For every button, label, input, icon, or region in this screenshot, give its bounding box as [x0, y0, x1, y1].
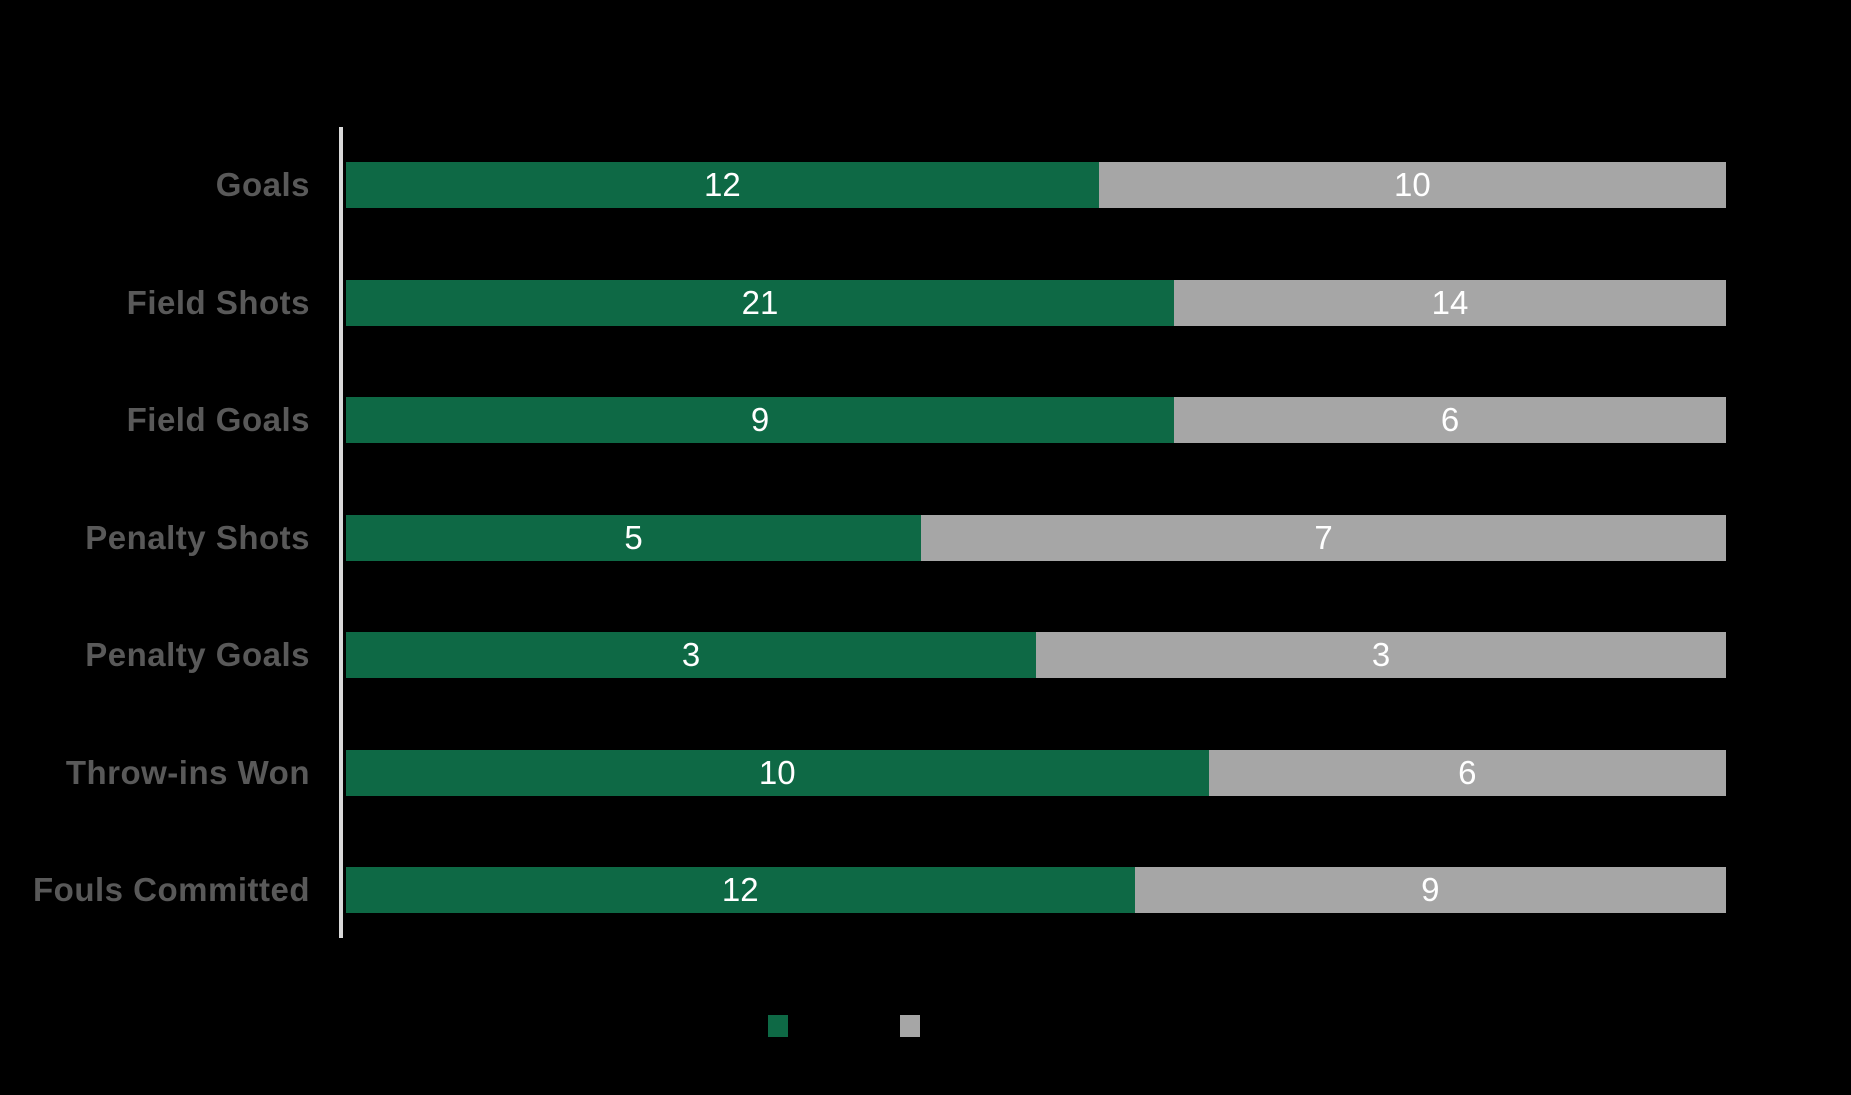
legend-item-green[interactable] — [768, 1015, 798, 1037]
legend — [0, 1015, 1851, 1037]
value-label: 3 — [1371, 636, 1391, 673]
value-label: 3 — [681, 636, 701, 673]
category-label: Goals — [215, 166, 310, 203]
category-label: Field Goals — [126, 401, 310, 438]
chart-row: Field Goals 9 6 — [0, 397, 1851, 443]
bar-segment-gray[interactable]: 9 — [1134, 867, 1726, 913]
chart-row: Penalty Shots 5 7 — [0, 514, 1851, 561]
chart-row: Field Shots 21 14 — [0, 279, 1851, 326]
chart-row: Fouls Committed 12 9 — [0, 867, 1851, 913]
chart-row: Goals 12 10 — [0, 162, 1851, 208]
value-label: 7 — [1314, 518, 1333, 556]
bar-segment-gray[interactable]: 6 — [1174, 397, 1726, 443]
value-label: 6 — [1440, 401, 1460, 438]
bar-segment-gray[interactable]: 7 — [921, 514, 1726, 561]
bar-segment-gray[interactable]: 6 — [1208, 749, 1726, 796]
value-label: 6 — [1458, 753, 1477, 791]
bar-segment-green[interactable]: 9 — [346, 397, 1174, 443]
value-label: 10 — [758, 753, 796, 791]
bar-segment-green[interactable]: 21 — [346, 279, 1174, 326]
bar-segment-green[interactable]: 12 — [346, 162, 1099, 208]
category-label: Penalty Goals — [85, 636, 310, 673]
bar: 10 6 — [346, 749, 1726, 796]
value-label: 9 — [750, 401, 770, 438]
legend-swatch-green-icon — [768, 1015, 788, 1037]
category-label: Field Shots — [126, 283, 310, 321]
value-label: 9 — [1421, 871, 1440, 908]
bar-segment-gray[interactable]: 14 — [1174, 279, 1726, 326]
value-label: 12 — [704, 166, 741, 203]
bar-segment-gray[interactable]: 3 — [1036, 632, 1726, 678]
category-label: Throw-ins Won — [65, 753, 310, 791]
chart-row: Penalty Goals 3 3 — [0, 632, 1851, 678]
legend-swatch-gray-icon — [900, 1015, 920, 1037]
bar: 12 10 — [346, 162, 1726, 208]
bar-segment-green[interactable]: 5 — [346, 514, 921, 561]
bar-segment-green[interactable]: 12 — [346, 867, 1135, 913]
legend-item-gray[interactable] — [900, 1015, 930, 1037]
bar-segment-gray[interactable]: 10 — [1098, 162, 1726, 208]
chart-row: Throw-ins Won 10 6 — [0, 749, 1851, 796]
value-label: 14 — [1431, 283, 1469, 321]
value-label: 12 — [721, 871, 759, 908]
bar-segment-green[interactable]: 10 — [346, 749, 1209, 796]
bar: 12 9 — [346, 867, 1726, 913]
value-label: 5 — [624, 518, 643, 556]
value-label: 21 — [741, 283, 779, 321]
value-label: 10 — [1393, 166, 1431, 203]
category-label: Fouls Committed — [33, 871, 310, 908]
category-label: Penalty Shots — [85, 518, 310, 556]
y-axis-line — [339, 127, 343, 938]
bar: 21 14 — [346, 279, 1726, 326]
bar-segment-green[interactable]: 3 — [346, 632, 1036, 678]
